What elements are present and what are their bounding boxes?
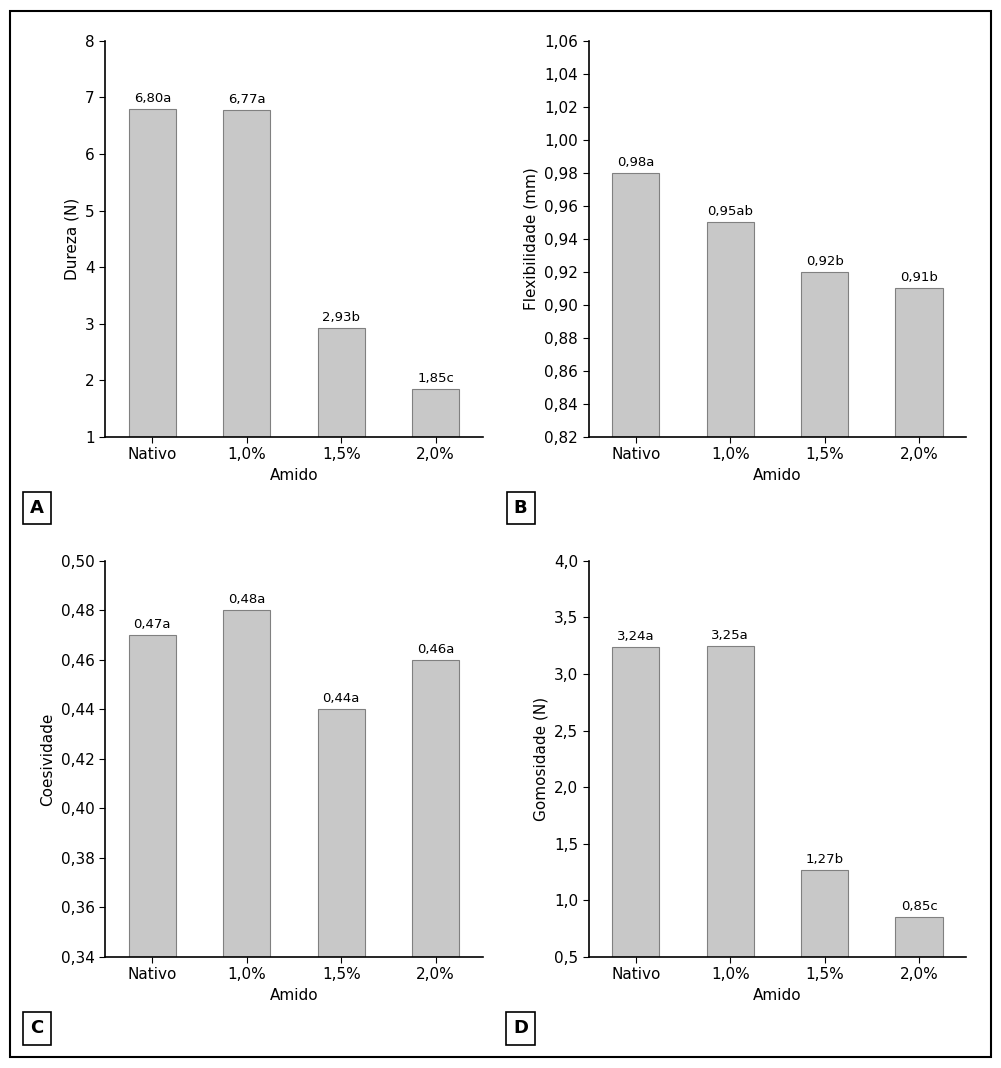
Bar [129,635,176,957]
Text: 0,98a: 0,98a [617,156,655,169]
Bar [317,709,364,957]
Bar [707,222,754,437]
Bar [223,110,270,437]
Bar [801,272,848,437]
Bar [317,328,364,437]
Bar [896,917,943,957]
Y-axis label: Dureza (N): Dureza (N) [64,198,79,280]
Text: 3,25a: 3,25a [712,629,749,642]
Text: 1,27b: 1,27b [806,853,844,866]
Text: 3,24a: 3,24a [617,630,655,643]
Text: 6,80a: 6,80a [134,92,171,105]
Y-axis label: Coesividade: Coesividade [40,712,55,805]
Text: A: A [30,499,44,517]
Bar [412,389,459,437]
Text: 0,47a: 0,47a [133,618,171,631]
Text: 0,91b: 0,91b [900,271,938,284]
Y-axis label: Gomosidade (N): Gomosidade (N) [534,696,549,821]
X-axis label: Amido: Amido [269,468,318,483]
Text: B: B [514,499,528,517]
Bar [129,109,176,437]
Text: 2,93b: 2,93b [322,311,360,324]
Text: 0,85c: 0,85c [901,900,938,913]
Text: 1,85c: 1,85c [417,372,454,384]
X-axis label: Amido: Amido [753,988,802,1003]
Text: 0,46a: 0,46a [417,643,454,656]
Bar [613,647,660,957]
Bar [613,173,660,437]
Bar [801,869,848,957]
Text: C: C [30,1019,44,1037]
Text: 6,77a: 6,77a [228,93,265,107]
X-axis label: Amido: Amido [753,468,802,483]
Text: 0,44a: 0,44a [322,692,360,706]
X-axis label: Amido: Amido [269,988,318,1003]
Bar [223,610,270,957]
Text: 0,95ab: 0,95ab [707,205,753,218]
Text: 0,48a: 0,48a [228,594,265,607]
Bar [707,646,754,957]
Y-axis label: Flexibilidade (mm): Flexibilidade (mm) [524,168,539,310]
Bar [412,660,459,957]
Text: 0,92b: 0,92b [806,255,844,268]
Bar [896,288,943,437]
Text: D: D [514,1019,529,1037]
